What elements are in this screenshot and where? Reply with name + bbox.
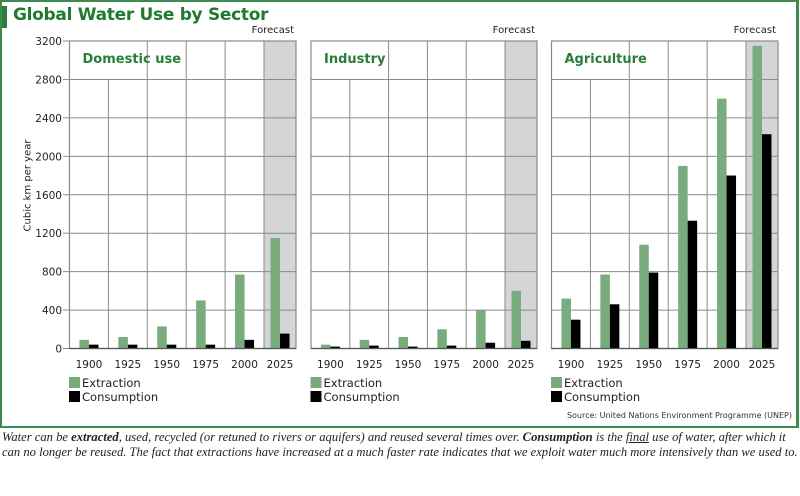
bar-consumption-2025 — [762, 134, 772, 349]
y-tick-label: 400 — [42, 305, 62, 317]
bar-consumption-1950 — [166, 344, 177, 349]
x-tick-label: 1900 — [558, 359, 585, 371]
bar-extraction-2000 — [235, 274, 245, 349]
bar-extraction-2025 — [752, 45, 762, 349]
legend-swatch-consumption — [551, 391, 562, 402]
forecast-label: Forecast — [493, 25, 535, 36]
x-tick-label: 2025 — [267, 359, 294, 371]
x-tick-label: 1975 — [674, 359, 701, 371]
y-tick-label: 2000 — [35, 151, 62, 163]
legend-label-consumption: Consumption — [324, 390, 400, 404]
legend-label-extraction: Extraction — [82, 376, 141, 390]
source-note: Source: United Nations Environment Progr… — [566, 411, 792, 420]
bar-extraction-1925 — [359, 339, 370, 349]
bar-extraction-1950 — [157, 326, 167, 349]
bar-consumption-2000 — [485, 342, 496, 349]
x-tick-label: 1900 — [76, 359, 103, 371]
legend-swatch-consumption — [310, 391, 322, 402]
bar-consumption-1950 — [648, 272, 659, 349]
x-tick-label: 2025 — [508, 359, 535, 371]
y-tick-label: 2400 — [35, 113, 62, 125]
x-tick-label: 2000 — [713, 359, 740, 371]
y-tick-label: 2800 — [35, 74, 62, 86]
bar-extraction-1900 — [320, 344, 331, 349]
bar-consumption-2000 — [726, 175, 737, 349]
bar-consumption-2025 — [280, 333, 290, 349]
legend-label-consumption: Consumption — [82, 390, 158, 404]
bar-consumption-1950 — [408, 346, 418, 349]
x-tick-label: 1925 — [114, 359, 141, 371]
x-tick-label: 1925 — [356, 359, 383, 371]
bar-extraction-1975 — [196, 300, 206, 349]
legend-label-extraction: Extraction — [324, 376, 383, 390]
bar-extraction-1900 — [561, 298, 571, 349]
bar-extraction-2000 — [476, 310, 486, 349]
y-tick-label: 3200 — [35, 36, 62, 48]
forecast-label: Forecast — [734, 25, 776, 36]
legend-swatch-extraction — [69, 377, 80, 388]
chart-title: Global Water Use by Sector — [13, 5, 269, 25]
bar-consumption-2025 — [521, 340, 531, 349]
bar-extraction-1950 — [639, 244, 649, 349]
bar-extraction-2025 — [270, 237, 280, 349]
bar-extraction-2000 — [717, 98, 727, 349]
bar-consumption-1900 — [570, 319, 581, 349]
title-accent-bar — [2, 6, 7, 28]
y-tick-label: 800 — [42, 267, 62, 279]
bar-consumption-2000 — [244, 339, 255, 349]
caption-part: final — [625, 430, 649, 444]
bar-extraction-1925 — [118, 336, 128, 349]
x-tick-label: 1950 — [153, 359, 180, 371]
panel-title: Domestic use — [83, 52, 182, 67]
bar-consumption-1975 — [687, 220, 698, 349]
panel-title: Agriculture — [565, 52, 648, 67]
caption-part: extracted — [71, 430, 119, 444]
bar-extraction-1975 — [437, 329, 447, 349]
bar-consumption-1975 — [446, 345, 457, 349]
y-tick-label: 0 — [55, 344, 62, 356]
caption-part: , used, recycled (or retuned to rivers o… — [118, 430, 523, 444]
legend-label-extraction: Extraction — [564, 376, 623, 390]
legend-swatch-consumption — [69, 391, 80, 402]
bar-extraction-2025 — [511, 290, 521, 349]
bar-consumption-1925 — [127, 344, 138, 349]
x-tick-label: 2025 — [749, 359, 776, 371]
bar-consumption-1900 — [330, 346, 340, 349]
x-tick-label: 1975 — [433, 359, 460, 371]
y-tick-label: 1200 — [35, 228, 62, 240]
forecast-label: Forecast — [252, 25, 294, 36]
bar-extraction-1975 — [678, 165, 688, 349]
caption-part: Consumption — [522, 430, 593, 444]
y-tick-label: 1600 — [35, 190, 62, 202]
bar-consumption-1900 — [88, 344, 99, 349]
bar-consumption-1925 — [609, 304, 620, 349]
caption-part: Water can be — [2, 430, 72, 444]
bar-consumption-1975 — [205, 344, 216, 349]
bar-extraction-1925 — [600, 274, 610, 349]
bar-extraction-1900 — [79, 339, 89, 349]
legend-swatch-extraction — [551, 377, 562, 388]
x-tick-label: 2000 — [472, 359, 499, 371]
bar-consumption-1925 — [369, 345, 379, 349]
caption-part: is the — [592, 430, 626, 444]
chart-svg: 0 400 800 1200 1600 2000 2400 2800 3200 Domestic … — [35, 25, 779, 404]
legend-label-consumption: Consumption — [564, 390, 640, 404]
x-tick-label: 1975 — [192, 359, 219, 371]
x-tick-label: 1950 — [395, 359, 422, 371]
panel-title: Industry — [324, 52, 386, 67]
bar-extraction-1950 — [398, 336, 408, 349]
x-tick-label: 1925 — [596, 359, 623, 371]
caption-part: use of water, after which it can no long… — [2, 430, 798, 459]
legend-swatch-extraction — [310, 377, 322, 388]
x-tick-label: 1900 — [317, 359, 344, 371]
caption: Water can be extracted, used, recycled (… — [2, 430, 798, 460]
x-tick-label: 1950 — [635, 359, 662, 371]
x-tick-label: 2000 — [231, 359, 258, 371]
